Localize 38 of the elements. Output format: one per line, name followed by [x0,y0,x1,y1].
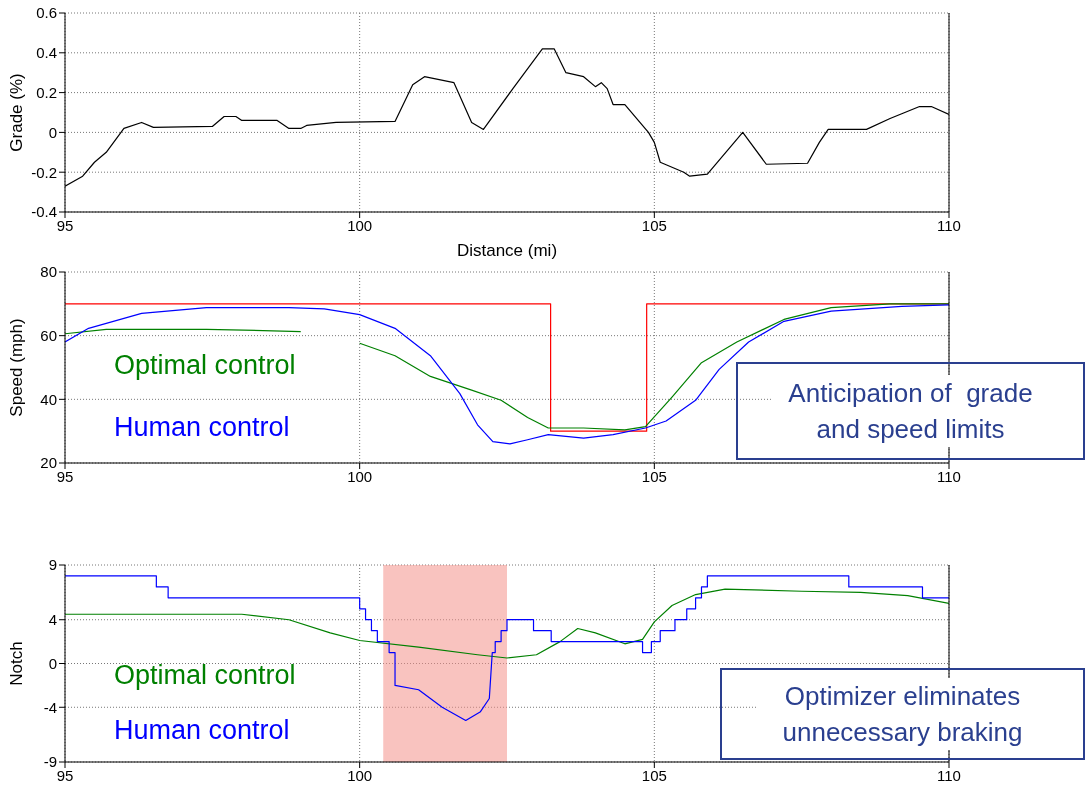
x-tick-label: 100 [347,467,373,485]
text: Human control [114,412,290,443]
y-tick-label: 0.2 [36,83,57,101]
x-tick-label: 110 [937,216,961,234]
series-label: Optimal control [114,350,296,381]
x-tick-label: 105 [641,216,667,234]
annotation: Optimizer eliminates unnecessary braking [756,677,1049,751]
y-tick-label: 0.4 [36,44,57,62]
x-tick-label: 110 [937,766,961,784]
y-tick-label: 0.6 [36,4,57,22]
x-tick-label: 100 [347,766,373,784]
annotation: Anticipation of grade and speed limits [772,374,1049,448]
y-tick-label: 40 [40,390,57,408]
x-axis-title: Distance (mi) [456,241,558,260]
y-axis-title: Grade (%) [7,73,27,152]
y-tick-label: 20 [40,454,57,472]
y-tick-label: -9 [43,753,57,771]
y-axis-title: Speed (mph) [7,318,27,417]
x-tick-label: 95 [56,467,74,485]
y-tick-label: 0 [48,123,57,141]
x-tick-label: 100 [347,216,373,234]
y-axis-title: Notch [7,641,27,686]
y-tick-label: -0.2 [31,163,57,181]
y-tick-label: -0.4 [31,203,57,221]
y-tick-label: 60 [40,326,57,344]
y-tick-label: 80 [40,263,57,281]
x-tick-label: 110 [937,467,961,485]
x-tick-label: 95 [56,216,74,234]
line-series [65,588,949,659]
y-tick-label: 9 [48,556,57,574]
x-tick-label: 105 [641,766,667,784]
text: Human control [114,715,290,746]
series-label: Optimal control [114,660,296,691]
x-tick-label: 95 [56,766,74,784]
y-tick-label: -4 [43,698,57,716]
y-tick-label: 4 [48,611,57,629]
x-tick-label: 105 [641,467,667,485]
y-tick-label: 0 [48,654,57,672]
